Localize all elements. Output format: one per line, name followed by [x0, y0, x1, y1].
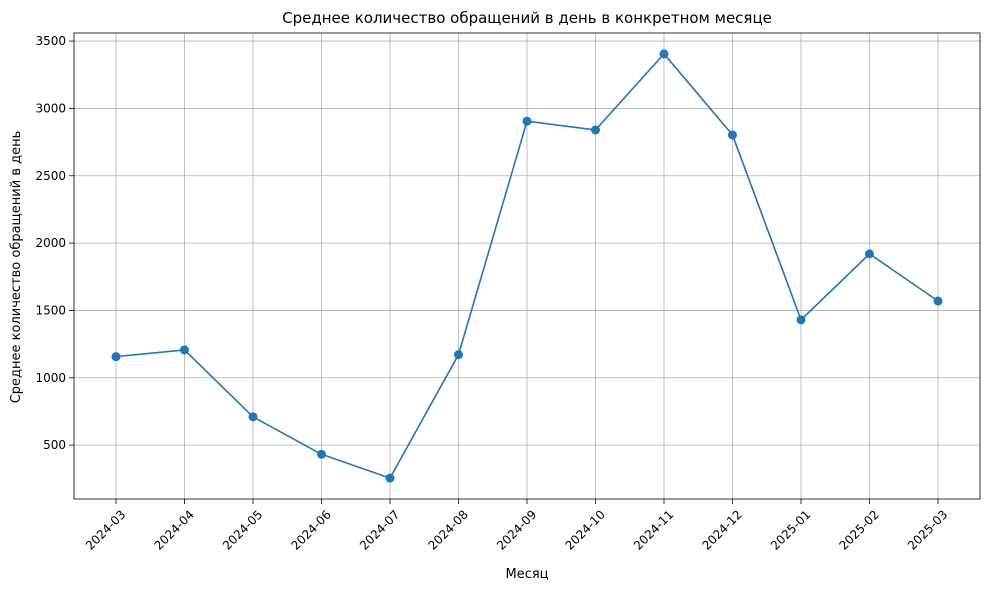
data-point — [385, 473, 395, 483]
data-point — [933, 296, 943, 306]
x-tick-label: 2024-07 — [357, 507, 402, 552]
series-layer — [111, 49, 943, 483]
y-tick-label: 3000 — [35, 101, 66, 115]
y-tick-label: 2000 — [35, 236, 66, 250]
x-tick-label: 2024-12 — [699, 507, 744, 552]
data-point — [659, 49, 669, 59]
x-tick-label: 2024-09 — [494, 507, 539, 552]
x-tick-label: 2024-03 — [83, 507, 128, 552]
x-tick-label: 2024-08 — [425, 507, 470, 552]
data-point — [180, 345, 189, 355]
data-point — [728, 130, 737, 140]
data-point — [111, 352, 121, 362]
x-axis-label: Месяц — [505, 567, 548, 582]
data-point — [865, 249, 874, 259]
data-point — [454, 350, 463, 360]
data-point — [248, 412, 258, 422]
y-tick-label: 1500 — [35, 303, 66, 317]
x-tick-label: 2024-11 — [631, 507, 676, 552]
x-tick-label: 2024-05 — [220, 507, 265, 552]
x-tick-label: 2025-01 — [768, 507, 813, 552]
x-tick-label: 2024-06 — [288, 507, 333, 552]
x-tick-label: 2024-10 — [562, 507, 607, 552]
x-tick-label: 2025-02 — [836, 507, 881, 552]
chart-title: Среднее количество обращений в день в ко… — [282, 9, 772, 27]
x-tick-label: 2025-03 — [905, 507, 950, 552]
axes: 500 1000 1500 2000 2500 3000 3500 2024-03 2024-0… — [35, 32, 981, 553]
y-tick-label: 500 — [43, 438, 66, 452]
grid — [74, 33, 980, 499]
data-point — [796, 315, 806, 325]
data-point — [317, 449, 326, 459]
y-axis-label: Среднее количество обращений в день — [9, 131, 24, 404]
y-tick-label: 3500 — [35, 34, 66, 48]
data-point — [591, 125, 600, 135]
x-tick-label: 2024-04 — [151, 507, 196, 552]
y-tick-label: 2500 — [35, 169, 66, 183]
y-tick-label: 1000 — [35, 371, 66, 385]
data-point — [522, 116, 532, 126]
